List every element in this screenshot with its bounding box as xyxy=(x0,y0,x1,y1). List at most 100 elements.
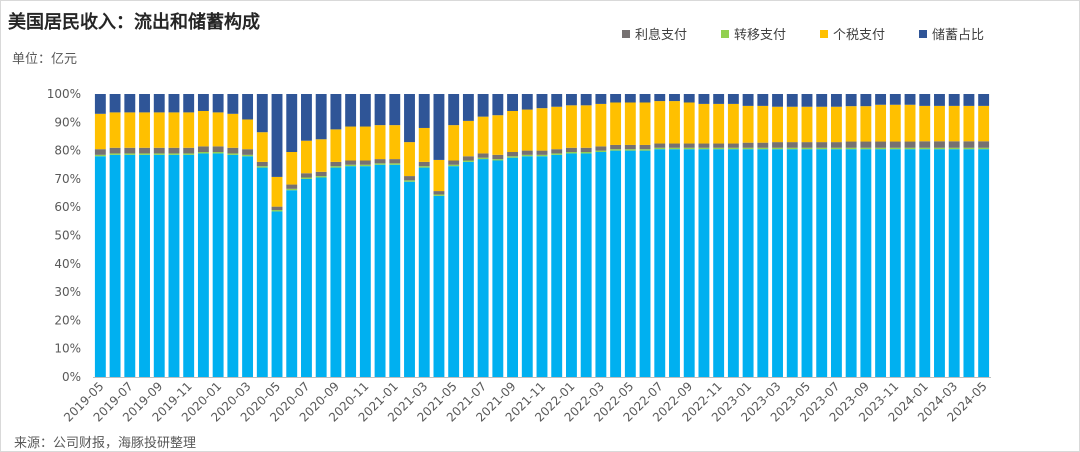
bar-savings[interactable] xyxy=(654,94,666,102)
bar-savings[interactable] xyxy=(286,94,298,153)
bar-tax[interactable] xyxy=(934,105,945,142)
bar-transfer[interactable] xyxy=(713,147,725,150)
bar-transfer[interactable] xyxy=(345,164,357,167)
bar-interest[interactable] xyxy=(418,161,430,167)
bar-transfer[interactable] xyxy=(183,153,195,155)
bar-consumption[interactable] xyxy=(462,161,474,377)
bar-interest[interactable] xyxy=(374,159,386,164)
bar-savings[interactable] xyxy=(830,94,842,107)
bar-consumption[interactable] xyxy=(698,149,710,377)
bar-savings[interactable] xyxy=(256,94,268,133)
bar-savings[interactable] xyxy=(227,94,239,114)
bar-tax[interactable] xyxy=(816,106,828,143)
bar-tax[interactable] xyxy=(462,120,474,157)
bar-savings[interactable] xyxy=(462,94,474,121)
bar-transfer[interactable] xyxy=(168,153,180,155)
bar-savings[interactable] xyxy=(492,94,504,116)
bar-consumption[interactable] xyxy=(227,154,239,377)
bar-consumption[interactable] xyxy=(418,167,430,377)
bar-tax[interactable] xyxy=(448,125,460,161)
bar-savings[interactable] xyxy=(624,94,636,103)
bar-interest[interactable] xyxy=(845,141,857,148)
bar-interest[interactable] xyxy=(492,154,504,160)
bar-consumption[interactable] xyxy=(919,149,931,377)
bar-tax[interactable] xyxy=(433,159,445,192)
bar-consumption[interactable] xyxy=(772,149,783,377)
bar-tax[interactable] xyxy=(492,115,504,155)
bar-interest[interactable] xyxy=(94,149,106,155)
bar-savings[interactable] xyxy=(845,94,857,107)
bar-tax[interactable] xyxy=(536,108,548,151)
bar-transfer[interactable] xyxy=(521,154,533,157)
bar-tax[interactable] xyxy=(610,102,622,145)
bar-savings[interactable] xyxy=(139,94,150,113)
bar-savings[interactable] xyxy=(212,94,224,113)
bar-savings[interactable] xyxy=(153,94,165,113)
bar-interest[interactable] xyxy=(713,143,725,148)
bar-interest[interactable] xyxy=(551,149,563,154)
legend-item-transfer[interactable]: 转移支付 xyxy=(721,24,786,43)
bar-savings[interactable] xyxy=(875,94,887,105)
bar-tax[interactable] xyxy=(772,106,783,143)
bar-interest[interactable] xyxy=(183,147,195,154)
bar-consumption[interactable] xyxy=(566,153,577,377)
bar-transfer[interactable] xyxy=(359,164,371,167)
bar-savings[interactable] xyxy=(713,94,725,104)
bar-savings[interactable] xyxy=(507,94,518,111)
bar-tax[interactable] xyxy=(713,103,725,144)
bar-tax[interactable] xyxy=(271,176,283,207)
bar-tax[interactable] xyxy=(242,119,254,150)
bar-transfer[interactable] xyxy=(536,154,548,157)
bar-consumption[interactable] xyxy=(580,153,592,377)
bar-tax[interactable] xyxy=(948,105,960,142)
bar-transfer[interactable] xyxy=(477,157,489,160)
bar-consumption[interactable] xyxy=(315,177,327,377)
bar-consumption[interactable] xyxy=(286,190,298,377)
bar-transfer[interactable] xyxy=(669,147,680,150)
bar-transfer[interactable] xyxy=(227,153,239,155)
bar-tax[interactable] xyxy=(256,132,268,162)
bar-savings[interactable] xyxy=(919,94,931,106)
bar-interest[interactable] xyxy=(654,143,666,148)
bar-tax[interactable] xyxy=(418,127,430,162)
bar-consumption[interactable] xyxy=(448,166,460,377)
bar-savings[interactable] xyxy=(448,94,460,126)
bar-transfer[interactable] xyxy=(94,154,106,157)
bar-consumption[interactable] xyxy=(389,164,401,377)
legend-item-interest[interactable]: 利息支付 xyxy=(622,24,687,43)
bar-interest[interactable] xyxy=(978,141,990,148)
bar-transfer[interactable] xyxy=(919,147,931,150)
bar-interest[interactable] xyxy=(124,147,136,154)
bar-consumption[interactable] xyxy=(595,152,607,377)
bar-interest[interactable] xyxy=(477,153,489,158)
bar-savings[interactable] xyxy=(816,94,828,107)
bar-savings[interactable] xyxy=(742,94,754,106)
bar-consumption[interactable] xyxy=(153,154,165,377)
bar-interest[interactable] xyxy=(757,142,769,148)
bar-tax[interactable] xyxy=(94,113,106,150)
bar-savings[interactable] xyxy=(889,94,901,105)
bar-transfer[interactable] xyxy=(124,153,136,155)
bar-consumption[interactable] xyxy=(713,149,725,377)
bar-savings[interactable] xyxy=(359,94,371,127)
bar-interest[interactable] xyxy=(860,141,872,148)
bar-consumption[interactable] xyxy=(830,149,842,377)
bar-savings[interactable] xyxy=(168,94,180,113)
bar-interest[interactable] xyxy=(521,150,533,155)
bar-transfer[interactable] xyxy=(624,149,636,151)
bar-savings[interactable] xyxy=(934,94,945,106)
bar-transfer[interactable] xyxy=(727,147,739,150)
bar-tax[interactable] xyxy=(404,142,415,177)
bar-tax[interactable] xyxy=(786,106,798,143)
bar-interest[interactable] xyxy=(168,147,180,154)
bar-interest[interactable] xyxy=(242,149,254,155)
bar-interest[interactable] xyxy=(212,146,224,153)
bar-consumption[interactable] xyxy=(669,149,680,377)
bar-tax[interactable] xyxy=(624,102,636,145)
bar-savings[interactable] xyxy=(183,94,195,113)
bar-transfer[interactable] xyxy=(374,163,386,165)
bar-savings[interactable] xyxy=(786,94,798,107)
bar-consumption[interactable] xyxy=(654,149,666,377)
bar-consumption[interactable] xyxy=(139,154,150,377)
bar-savings[interactable] xyxy=(639,94,651,103)
